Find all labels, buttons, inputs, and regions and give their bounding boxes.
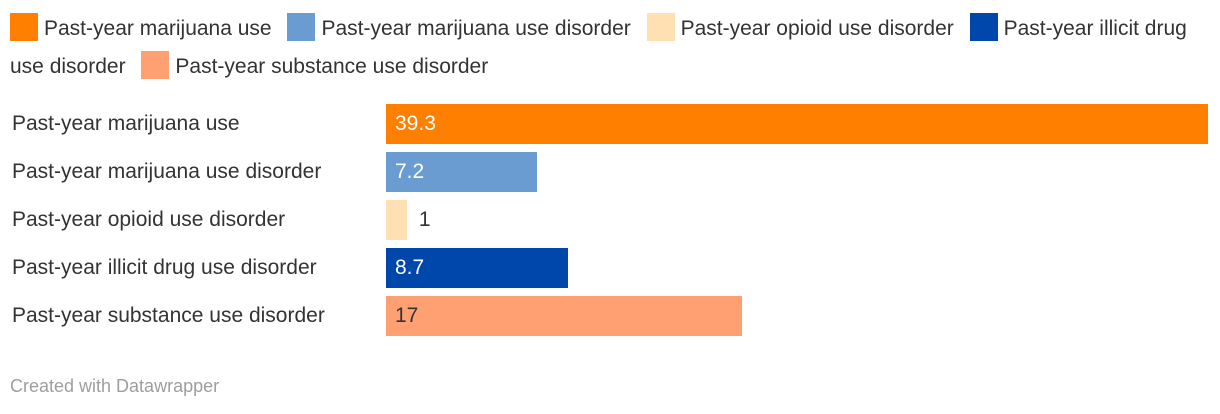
legend-label: Past-year marijuana use disorder [321,17,631,40]
chart-row: Past-year opioid use disorder 1 [0,196,1220,240]
bar-value-label: 39.3 [395,112,436,135]
bar-value-label: 1 [418,208,431,231]
bar-value-label: 8.7 [395,256,425,279]
footer-credit: Created with Datawrapper [10,376,220,396]
bar [386,248,568,288]
category-label: Past-year substance use disorder [12,304,325,327]
legend-item: Past-year marijuana use disorder [287,13,631,41]
chart-row: Past-year substance use disorder 17 [0,292,1220,336]
legend-label: Past-year illicit drug use disorder [10,17,1187,78]
legend-item: Past-year illicit drug use disorder [10,13,1187,78]
legend-item: Past-year opioid use disorder [646,13,954,41]
chart-row: Past-year marijuana use 39.3 [0,100,1220,144]
bar-chart: Past-year marijuana use 39.3 Past-year mar… [0,100,1220,340]
bar-value-label: 7.2 [395,160,425,183]
legend-swatch [287,13,316,41]
legend-label: Past-year marijuana use [44,17,272,40]
category-label: Past-year illicit drug use disorder [12,256,317,279]
legend-swatch [10,13,38,41]
bar [386,200,407,240]
legend-label: Past-year substance use disorder [175,55,489,78]
legend-item: Past-year substance use disorder [141,51,489,79]
bar [386,152,537,192]
legend-swatch [141,51,170,79]
legend-label: Past-year opioid use disorder [680,17,954,40]
bar-value-label: 17 [395,304,419,327]
category-label: Past-year marijuana use disorder [12,160,322,183]
chart-row: Past-year illicit drug use disorder 8.7 [0,244,1220,288]
bar [386,104,1208,144]
legend-item: Past-year marijuana use [10,13,272,41]
category-label: Past-year opioid use disorder [12,208,286,231]
bar [386,296,742,336]
chart-row: Past-year marijuana use disorder 7.2 [0,148,1220,192]
legend-swatch [646,13,675,41]
category-label: Past-year marijuana use [12,112,240,135]
legend-swatch [969,13,998,41]
chart-legend: Past-year marijuana use Past-year mariju… [10,10,1200,86]
